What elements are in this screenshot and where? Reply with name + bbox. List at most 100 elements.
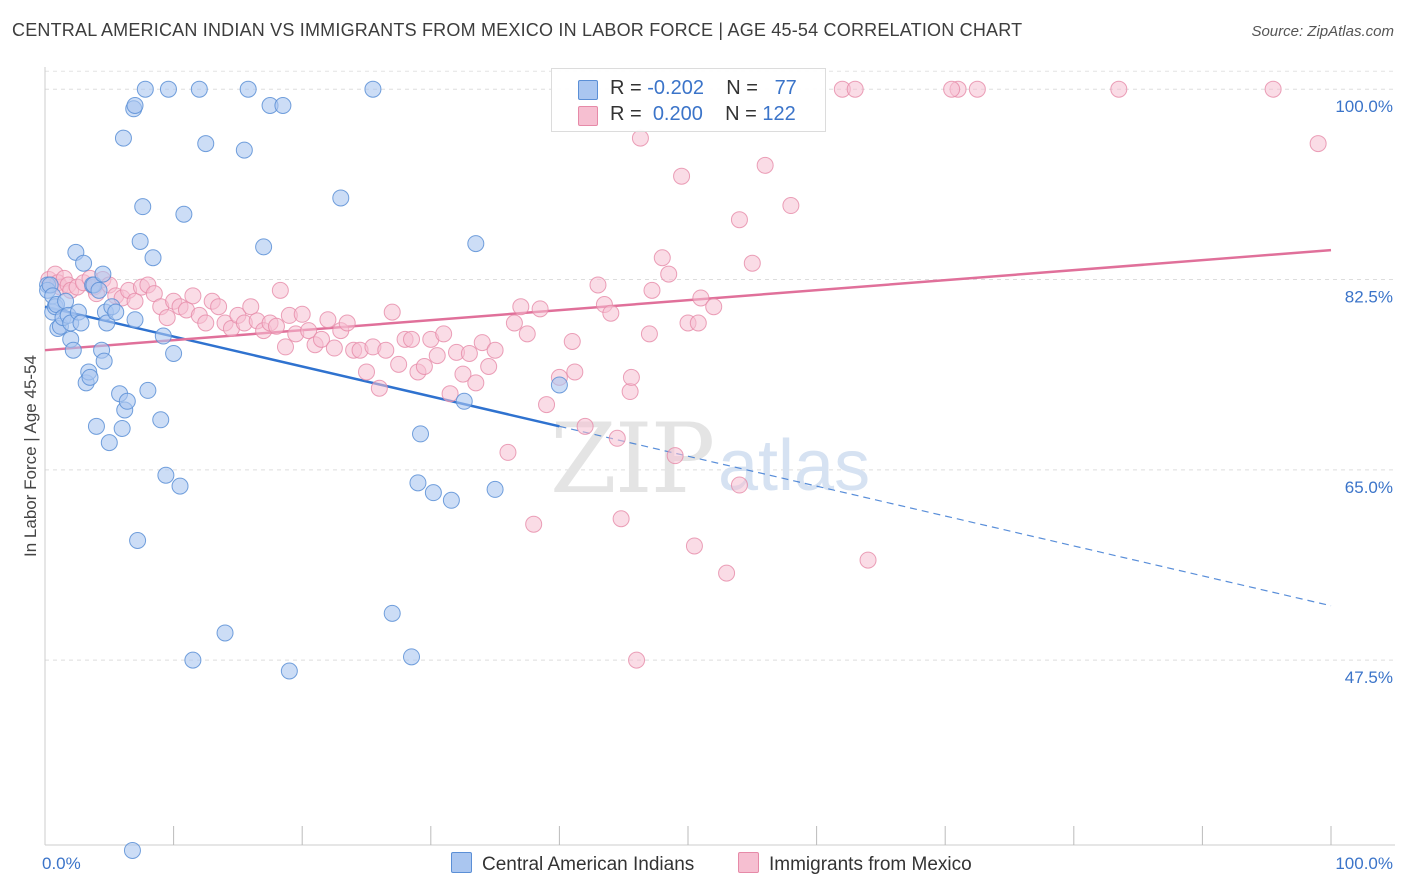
point-mexico-72	[467, 374, 485, 392]
point-mexico-74	[480, 358, 498, 375]
y-tick-label-1: 65.0%	[1345, 478, 1393, 497]
point-cai-14	[64, 341, 82, 359]
point-mexico-81	[531, 300, 549, 318]
point-mexico-67	[435, 325, 453, 343]
point-mexico-62	[403, 330, 421, 348]
legend-swatch-pink	[578, 106, 598, 126]
point-mexico-45	[293, 305, 311, 323]
point-mexico-90	[608, 429, 626, 447]
point-cai-67	[364, 80, 382, 98]
point-cai-46	[136, 80, 154, 98]
stats-legend: R = -0.202 N = 77 R = 0.200 N = 122	[551, 68, 826, 132]
point-cai-54	[171, 477, 189, 495]
point-mexico-109	[730, 211, 748, 229]
point-mexico-117	[943, 80, 961, 98]
point-cai-60	[235, 141, 253, 159]
point-mexico-89	[602, 304, 620, 322]
point-mexico-94	[628, 651, 646, 669]
point-mexico-68	[441, 385, 459, 403]
point-mexico-87	[589, 276, 607, 294]
point-cai-39	[123, 841, 141, 859]
point-cai-18	[75, 254, 93, 272]
point-mexico-58	[377, 341, 395, 359]
point-cai-62	[255, 238, 273, 256]
bottom-legend-series1: Central American Indians	[451, 852, 694, 876]
point-cai-77	[550, 376, 568, 394]
x-tick-label-1: 100.0%	[1335, 854, 1393, 873]
point-cai-73	[442, 491, 460, 509]
point-mexico-121	[1309, 135, 1327, 153]
point-mexico-120	[1264, 80, 1282, 98]
legend-swatch-blue	[578, 80, 598, 100]
watermark-atlas: atlas	[718, 426, 870, 506]
legend-n-label-1: N =	[726, 77, 758, 99]
y-tick-label-0: 47.5%	[1345, 668, 1393, 687]
point-mexico-57	[370, 379, 388, 397]
point-mexico-55	[358, 363, 375, 381]
point-mexico-96	[640, 325, 658, 343]
point-cai-74	[455, 392, 473, 410]
point-cai-70	[412, 425, 430, 443]
watermark-zip: ZIP	[550, 403, 713, 515]
y-tick-label-2: 82.5%	[1345, 288, 1393, 307]
legend-n-label-2: N =	[725, 103, 757, 125]
watermark: ZIP atlas	[550, 403, 870, 515]
series-immigrants-from-mexico	[40, 80, 1327, 669]
legend-r-label-1: R =	[610, 77, 642, 99]
point-mexico-78	[512, 298, 530, 316]
point-mexico-80	[525, 515, 543, 533]
point-mexico-49	[319, 311, 337, 329]
point-mexico-115	[859, 551, 877, 569]
point-mexico-48	[312, 330, 330, 348]
point-cai-55	[175, 205, 193, 223]
point-mexico-41	[271, 281, 289, 299]
point-mexico-119	[1110, 80, 1128, 98]
point-mexico-23	[158, 309, 176, 327]
point-mexico-79	[518, 325, 536, 343]
point-cai-50	[154, 327, 172, 345]
legend-r-value-1: -0.202	[647, 77, 704, 99]
point-mexico-59	[383, 303, 401, 321]
point-cai-45	[134, 198, 152, 216]
point-mexico-110	[743, 254, 761, 272]
point-mexico-52	[338, 314, 356, 332]
point-cai-31	[100, 434, 118, 452]
point-cai-48	[144, 249, 162, 267]
point-cai-64	[274, 97, 292, 114]
point-mexico-27	[184, 287, 202, 305]
point-mexico-71	[460, 344, 478, 362]
point-mexico-91	[612, 510, 630, 528]
point-mexico-86	[576, 417, 594, 435]
point-mexico-46	[300, 322, 318, 340]
point-mexico-42	[276, 338, 294, 356]
point-cai-33	[107, 303, 125, 321]
bottom-legend-swatch-pink	[738, 852, 759, 873]
bottom-legend-label-2: Immigrants from Mexico	[769, 854, 972, 875]
point-mexico-93	[622, 368, 640, 386]
point-mexico-95	[631, 129, 649, 147]
point-cai-47	[139, 381, 157, 399]
point-mexico-104	[689, 314, 707, 332]
point-mexico-118	[968, 80, 986, 98]
legend-r-label-2: R =	[610, 103, 642, 125]
point-cai-75	[467, 235, 485, 253]
point-mexico-107	[718, 564, 736, 582]
point-cai-28	[95, 352, 113, 370]
trend-line-mexico	[44, 248, 1332, 352]
x-tick-label-0: 0.0%	[42, 854, 81, 873]
point-mexico-66	[428, 347, 446, 365]
point-cai-59	[216, 624, 234, 642]
point-mexico-101	[673, 167, 691, 185]
point-mexico-97	[643, 281, 661, 299]
bottom-legend-series2: Immigrants from Mexico	[738, 852, 972, 876]
point-cai-30	[98, 314, 116, 332]
point-mexico-64	[415, 358, 433, 375]
source-label: Source: ZipAtlas.com	[1251, 23, 1394, 40]
point-cai-49	[152, 411, 170, 429]
point-cai-51	[157, 466, 175, 484]
point-cai-44	[131, 232, 149, 250]
point-cai-57	[190, 80, 208, 98]
point-cai-25	[90, 281, 108, 299]
point-cai-42	[126, 97, 144, 114]
